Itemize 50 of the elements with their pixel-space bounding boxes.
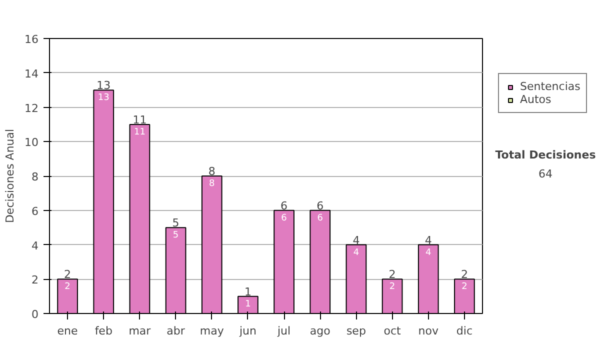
y-tick-label: 6 (32, 204, 38, 218)
x-tick-label: ago (310, 324, 331, 338)
text: 6 (281, 213, 287, 224)
y-tick-label: 10 (24, 136, 39, 150)
data-label: 8 (208, 165, 216, 178)
text: 2 (389, 282, 396, 292)
data-label: 5 (172, 216, 180, 230)
y-tick-label: 8 (32, 170, 38, 184)
x-tick-label: jun (238, 324, 256, 338)
x-tick-label: oct (384, 324, 402, 338)
x-tick-label: abr (166, 324, 186, 338)
text: 64 (538, 168, 552, 180)
text: 5 (172, 230, 179, 241)
x-tick-label: ene (57, 324, 78, 338)
legend-label: Autos (520, 93, 552, 106)
x-tick-label: mar (128, 324, 152, 338)
data-label: 2 (64, 268, 72, 282)
data-label: 1 (244, 285, 252, 298)
x-tick-label: dic (456, 324, 473, 338)
text: 1 (245, 299, 251, 310)
data-label: 13 (96, 79, 111, 92)
text: Total Decisiones (495, 148, 596, 162)
data-label: 4 (424, 234, 432, 247)
text: 2 (64, 282, 70, 292)
data-label: 6 (316, 199, 324, 212)
x-tick-label: jul (276, 324, 291, 338)
text: 13 (98, 93, 110, 104)
y-tick-label: 12 (24, 102, 39, 115)
data-label: 6 (280, 199, 288, 212)
text: 4 (426, 248, 432, 258)
y-tick-label: 4 (32, 239, 38, 252)
data-label: 2 (460, 268, 468, 282)
text: 8 (209, 179, 215, 189)
y-tick-label: 16 (24, 33, 39, 46)
data-label: 11 (132, 113, 147, 126)
y-tick-label: 0 (32, 308, 38, 321)
y-tick-label: 14 (24, 67, 39, 80)
legend-label: Sentencias (520, 80, 580, 93)
x-tick-label: may (200, 324, 224, 338)
text: 4 (353, 248, 360, 258)
data-label: 2 (388, 268, 396, 282)
x-tick-label: sep (346, 324, 366, 338)
y-tick-label: 2 (32, 274, 38, 287)
text: 11 (134, 127, 146, 138)
data-label: 4 (352, 234, 360, 247)
text: 2 (462, 282, 468, 292)
x-tick-label: nov (418, 324, 439, 338)
y-axis-title: Decisiones Anual (4, 128, 17, 224)
text: 6 (317, 213, 323, 224)
x-tick-label: feb (94, 324, 112, 338)
